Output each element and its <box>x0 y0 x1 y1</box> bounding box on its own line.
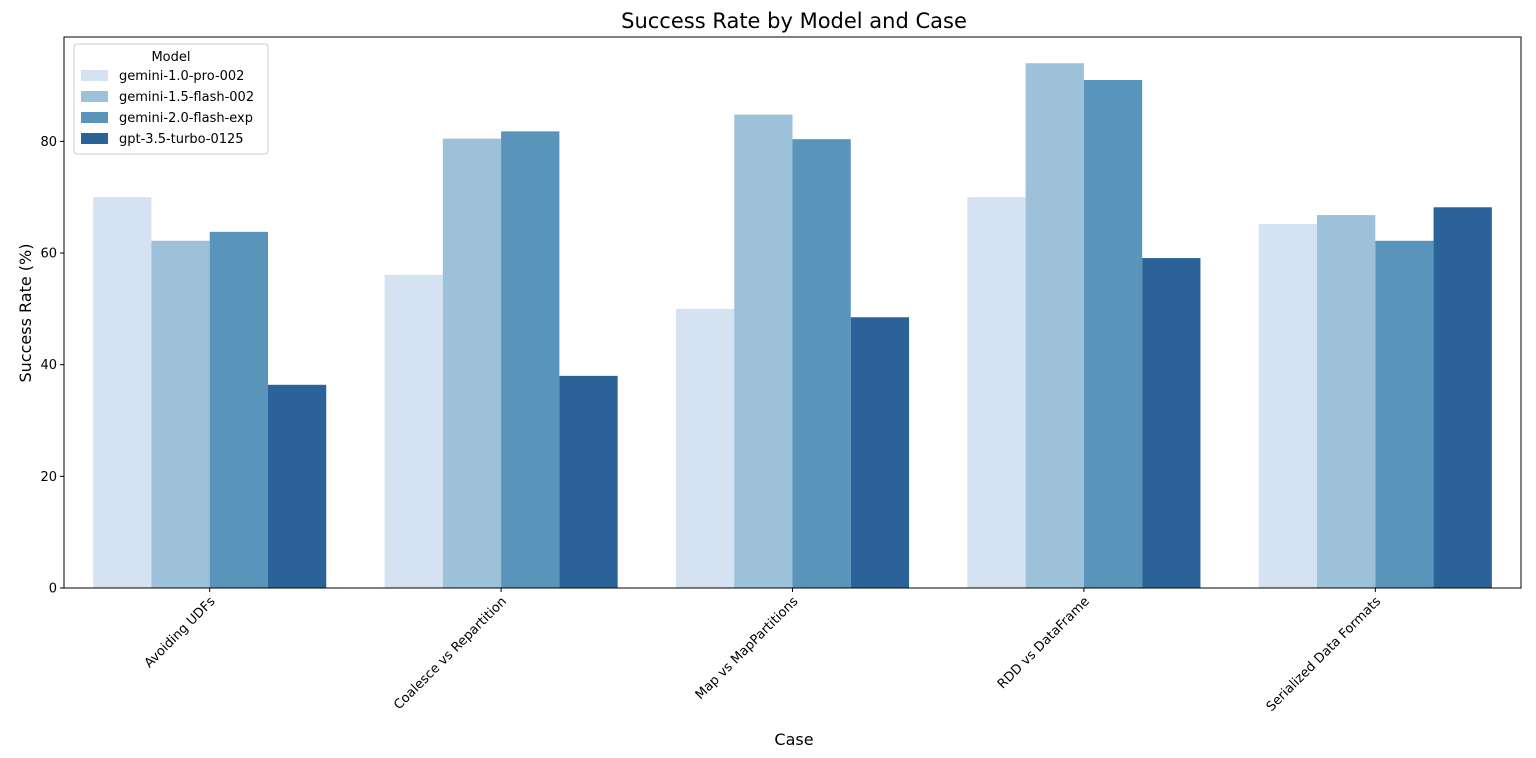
y-axis-ticks: 0 20 40 60 80 <box>40 135 64 597</box>
bar <box>1433 207 1492 588</box>
legend-swatch <box>81 112 108 123</box>
bar <box>1258 224 1318 588</box>
chart-title: Success Rate by Model and Case <box>621 9 967 33</box>
bar <box>675 308 735 588</box>
legend-box <box>73 43 269 155</box>
legend-label: gemini-1.0-pro-002 <box>119 69 244 84</box>
bar <box>1142 258 1201 588</box>
bar <box>384 274 443 588</box>
bar <box>1083 79 1143 589</box>
y-tick-label: 20 <box>40 470 57 485</box>
bar <box>967 197 1026 588</box>
y-tick-label: 80 <box>40 135 57 150</box>
x-axis-label: Case <box>774 730 813 749</box>
legend-label: gemini-2.0-flash-exp <box>119 111 253 126</box>
x-tick-label: Coalesce vs Repartition <box>391 594 510 713</box>
x-tick-label: RDD vs DataFrame <box>995 594 1093 692</box>
legend-title: Model <box>151 50 190 65</box>
bar <box>792 139 851 588</box>
legend: Model gemini-1.0-pro-002 gemini-1.5-flash… <box>73 43 269 155</box>
bar <box>442 138 502 588</box>
bar <box>151 240 210 588</box>
x-axis-ticks: Avoiding UDFs Coalesce vs Repartition Map … <box>142 588 1385 715</box>
bar <box>1317 215 1376 588</box>
bar <box>209 231 268 588</box>
bar <box>501 131 560 588</box>
legend-swatch <box>81 91 108 102</box>
y-axis-label: Success Rate (%) <box>16 244 35 383</box>
x-tick-label: Map vs MapPartitions <box>693 594 802 703</box>
bar <box>267 384 327 588</box>
x-tick-label: Serialized Data Formats <box>1264 594 1385 715</box>
legend-label: gpt-3.5-turbo-0125 <box>119 132 244 147</box>
bar <box>850 317 910 588</box>
y-tick-label: 0 <box>49 582 57 597</box>
bar <box>1375 240 1434 588</box>
bar <box>734 114 793 588</box>
legend-label: gemini-1.5-flash-002 <box>119 90 254 105</box>
y-tick-label: 60 <box>40 247 57 262</box>
x-tick-label: Avoiding UDFs <box>142 594 219 671</box>
legend-swatch <box>81 133 108 144</box>
bar <box>1025 63 1084 589</box>
legend-swatch <box>81 70 108 81</box>
y-tick-label: 40 <box>40 358 57 373</box>
bars-layer <box>93 63 1492 589</box>
bar <box>93 197 152 588</box>
bar <box>559 375 618 588</box>
